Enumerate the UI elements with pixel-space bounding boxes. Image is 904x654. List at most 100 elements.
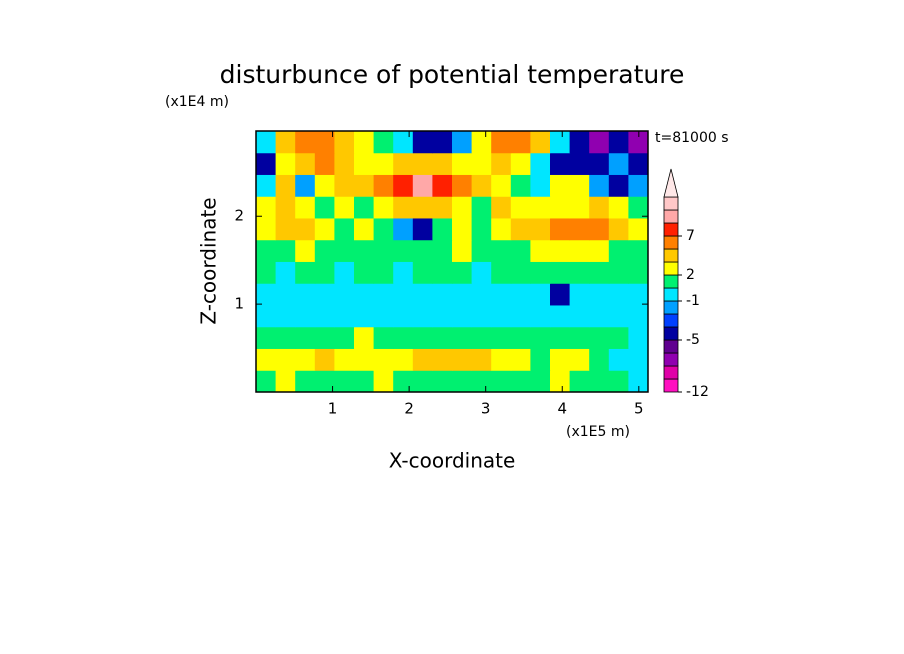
field-cell [354, 370, 375, 393]
colorbar-tick-label: -5 [686, 332, 700, 348]
field-cell [412, 370, 433, 393]
field-cell [510, 239, 531, 262]
field-cell [530, 196, 551, 219]
field-cell [373, 131, 394, 154]
field-cell [589, 239, 610, 262]
colorbar-box [663, 365, 679, 380]
field-cell [412, 326, 433, 349]
field-cell [354, 283, 375, 306]
field-cell [373, 305, 394, 328]
field-cell [452, 283, 473, 306]
field-cell [295, 370, 316, 393]
field-cell [491, 131, 512, 154]
field-cell [491, 239, 512, 262]
field-cell [334, 326, 355, 349]
field-cell [452, 305, 473, 328]
field-cell [550, 131, 571, 154]
field-cell [432, 131, 453, 154]
field-cell [491, 152, 512, 175]
field-cell [608, 348, 629, 371]
field-cell [550, 283, 571, 306]
field-cell [275, 326, 296, 349]
field-cell [550, 152, 571, 175]
field-cell [354, 239, 375, 262]
field-cell [589, 196, 610, 219]
field-cell [471, 218, 492, 241]
field-cell [628, 196, 649, 219]
field-cell [334, 261, 355, 284]
field-cell [373, 239, 394, 262]
field-cell [314, 370, 335, 393]
field-cell [589, 261, 610, 284]
field-cell [275, 196, 296, 219]
field-cell [373, 283, 394, 306]
field-cell [432, 305, 453, 328]
field-cell [471, 131, 492, 154]
field-cell [373, 370, 394, 393]
field-cell [295, 196, 316, 219]
field-cell [608, 152, 629, 175]
x-tick-label: 4 [557, 400, 567, 418]
field-cell [393, 348, 414, 371]
field-cell [354, 218, 375, 241]
field-cell [432, 283, 453, 306]
field-cell [628, 326, 649, 349]
field-cell [256, 196, 277, 219]
field-cell [256, 348, 277, 371]
field-cell [569, 326, 590, 349]
field-cell [256, 305, 277, 328]
field-cell [373, 348, 394, 371]
field-cell [569, 370, 590, 393]
field-cell [452, 196, 473, 219]
field-cell [510, 305, 531, 328]
field-cell [295, 348, 316, 371]
field-cell [314, 305, 335, 328]
field-cell [589, 305, 610, 328]
field-cell [628, 218, 649, 241]
field-cell [589, 326, 610, 349]
field-cell [314, 348, 335, 371]
field-cell [275, 218, 296, 241]
colorbar-box [663, 261, 679, 276]
field-cell [510, 152, 531, 175]
field-cell [452, 239, 473, 262]
field-cell [295, 174, 316, 197]
field-cell [275, 261, 296, 284]
field-cell [510, 261, 531, 284]
field-cell [569, 131, 590, 154]
y-tick-label: 2 [234, 207, 244, 225]
field-cell [452, 370, 473, 393]
field-cell [354, 152, 375, 175]
field-cell [412, 261, 433, 284]
field-cell [295, 152, 316, 175]
colorbar-tick-label: -12 [686, 384, 709, 400]
field-cell [569, 152, 590, 175]
field-cell [412, 239, 433, 262]
field-cell [314, 131, 335, 154]
field-cell [432, 218, 453, 241]
colorbar-box [663, 274, 679, 289]
field-cell [608, 218, 629, 241]
field-cell [432, 370, 453, 393]
field-cell [628, 152, 649, 175]
field-cell [314, 283, 335, 306]
field-cell [393, 196, 414, 219]
field-cell [256, 261, 277, 284]
field-cell [373, 152, 394, 175]
field-cell [452, 152, 473, 175]
field-cell [412, 152, 433, 175]
y-tick-label: 1 [234, 295, 244, 313]
field-cell [373, 174, 394, 197]
colorbar-tick-label: -1 [686, 293, 700, 309]
field-cell [393, 326, 414, 349]
colorbar-box [663, 209, 679, 224]
field-cell [295, 131, 316, 154]
field-cell [412, 131, 433, 154]
field-cell [334, 370, 355, 393]
field-cell [373, 196, 394, 219]
field-cell [393, 152, 414, 175]
field-cell [432, 326, 453, 349]
field-cell [452, 261, 473, 284]
field-cell [550, 305, 571, 328]
